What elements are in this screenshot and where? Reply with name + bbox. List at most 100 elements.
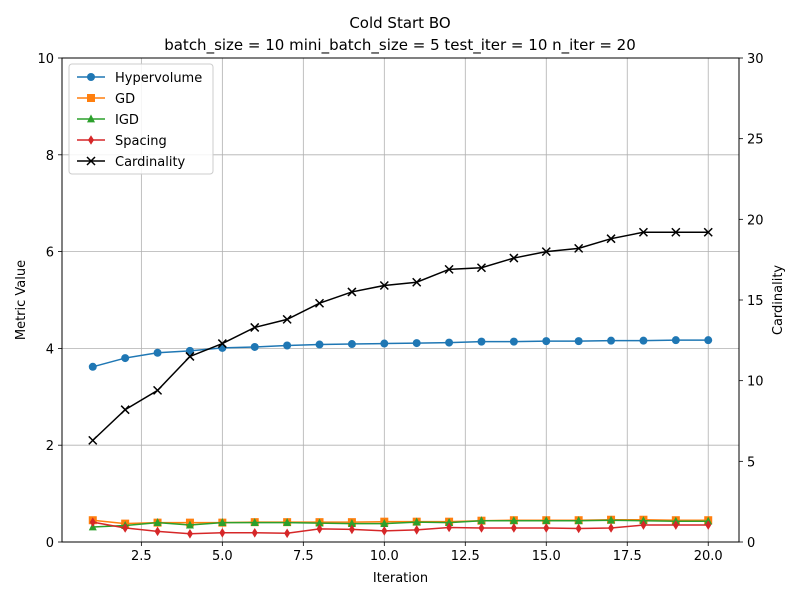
data-point xyxy=(412,517,421,526)
data-point xyxy=(672,520,679,530)
y2-tick-label: 0 xyxy=(747,536,755,551)
data-point xyxy=(509,516,518,525)
y2-tick-label: 30 xyxy=(747,52,764,67)
data-point xyxy=(704,336,713,345)
data-point xyxy=(639,336,648,345)
data-point xyxy=(219,528,226,538)
data-point xyxy=(541,247,551,257)
data-point xyxy=(574,243,584,253)
data-point xyxy=(284,528,291,539)
series-line xyxy=(92,231,709,441)
data-point xyxy=(122,523,129,533)
series-line xyxy=(92,521,709,535)
data-point xyxy=(607,515,616,524)
data-point xyxy=(347,519,356,528)
legend-label: Cardinality xyxy=(115,155,186,170)
data-point xyxy=(121,354,130,363)
data-point xyxy=(542,516,551,525)
legend: Hypervolume GD IGD Spacing Cardinality xyxy=(68,63,214,175)
data-point xyxy=(347,287,357,297)
data-point xyxy=(88,362,97,371)
data-point xyxy=(250,342,259,351)
data-point xyxy=(153,385,163,395)
data-point xyxy=(638,227,648,237)
y-tick-label: 4 xyxy=(46,342,54,357)
y-tick-label: 8 xyxy=(46,149,54,164)
data-point xyxy=(379,280,389,291)
x-tick-label: 10.0 xyxy=(370,549,399,564)
series-layer xyxy=(88,227,713,539)
series-hypervolume xyxy=(88,336,713,371)
data-point xyxy=(217,339,227,349)
data-point xyxy=(510,523,517,533)
y-tick-label: 6 xyxy=(46,246,54,261)
y2-tick-label: 10 xyxy=(747,375,764,390)
y-tick-label: 10 xyxy=(37,52,54,67)
data-point xyxy=(607,336,616,345)
data-point xyxy=(476,263,487,273)
data-point xyxy=(640,520,647,530)
data-point xyxy=(348,524,355,535)
data-point xyxy=(445,518,454,527)
data-point xyxy=(250,322,260,332)
data-point xyxy=(380,519,389,528)
data-point xyxy=(574,516,583,525)
data-point xyxy=(445,338,454,347)
legend-label: Spacing xyxy=(115,134,167,149)
data-point xyxy=(153,518,162,527)
data-point xyxy=(575,523,582,534)
data-point xyxy=(671,336,680,345)
data-point xyxy=(283,518,292,527)
data-point xyxy=(608,523,615,533)
data-point xyxy=(703,227,713,237)
y2-tick-label: 15 xyxy=(747,294,764,309)
y2-tick-label: 25 xyxy=(747,133,764,148)
series-igd xyxy=(88,515,713,531)
data-point xyxy=(412,277,422,287)
x-tick-label: 5.0 xyxy=(212,549,233,564)
data-point xyxy=(282,314,292,324)
series-gd xyxy=(88,515,713,528)
data-point xyxy=(315,340,324,349)
data-point xyxy=(542,337,551,346)
data-point xyxy=(314,298,325,308)
data-point xyxy=(509,337,518,346)
data-point xyxy=(88,435,98,445)
data-point xyxy=(250,518,259,527)
legend-box xyxy=(68,63,214,175)
x-tick-label: 12.5 xyxy=(451,549,480,564)
chart-subtitle: batch_size = 10 mini_batch_size = 5 test… xyxy=(164,36,636,55)
data-point xyxy=(88,135,94,145)
data-point xyxy=(185,346,194,355)
data-point xyxy=(606,234,616,244)
y-tick-label: 2 xyxy=(46,439,54,454)
data-point xyxy=(120,405,130,415)
data-point xyxy=(251,528,258,538)
data-point xyxy=(154,526,161,537)
axes: 2.5 5.0 7.5 10.0 12.5 15.0 17.5 20.0 0 2 4 6 8 10 0 5 10… xyxy=(37,52,763,564)
data-point xyxy=(477,516,486,525)
x-tick-label: 7.5 xyxy=(293,549,314,564)
data-point xyxy=(315,518,324,527)
data-point xyxy=(316,524,323,534)
data-point xyxy=(153,348,162,357)
data-point xyxy=(477,337,486,346)
data-point xyxy=(186,528,193,539)
y2-tick-label: 5 xyxy=(747,455,755,470)
series-spacing xyxy=(89,517,712,539)
x-axis-label: Iteration xyxy=(373,571,428,586)
data-point xyxy=(185,351,195,361)
data-point xyxy=(671,227,681,237)
data-point xyxy=(185,520,194,529)
data-point xyxy=(87,114,95,123)
x-tick-label: 2.5 xyxy=(131,549,152,564)
legend-label: GD xyxy=(115,92,135,107)
y2-tick-label: 20 xyxy=(747,213,764,228)
data-point xyxy=(412,339,421,348)
x-tick-label: 17.5 xyxy=(613,549,642,564)
data-point xyxy=(380,339,389,348)
data-point xyxy=(218,518,227,527)
chart-title: Cold Start BO xyxy=(349,14,450,32)
series-cardinality xyxy=(88,227,713,445)
